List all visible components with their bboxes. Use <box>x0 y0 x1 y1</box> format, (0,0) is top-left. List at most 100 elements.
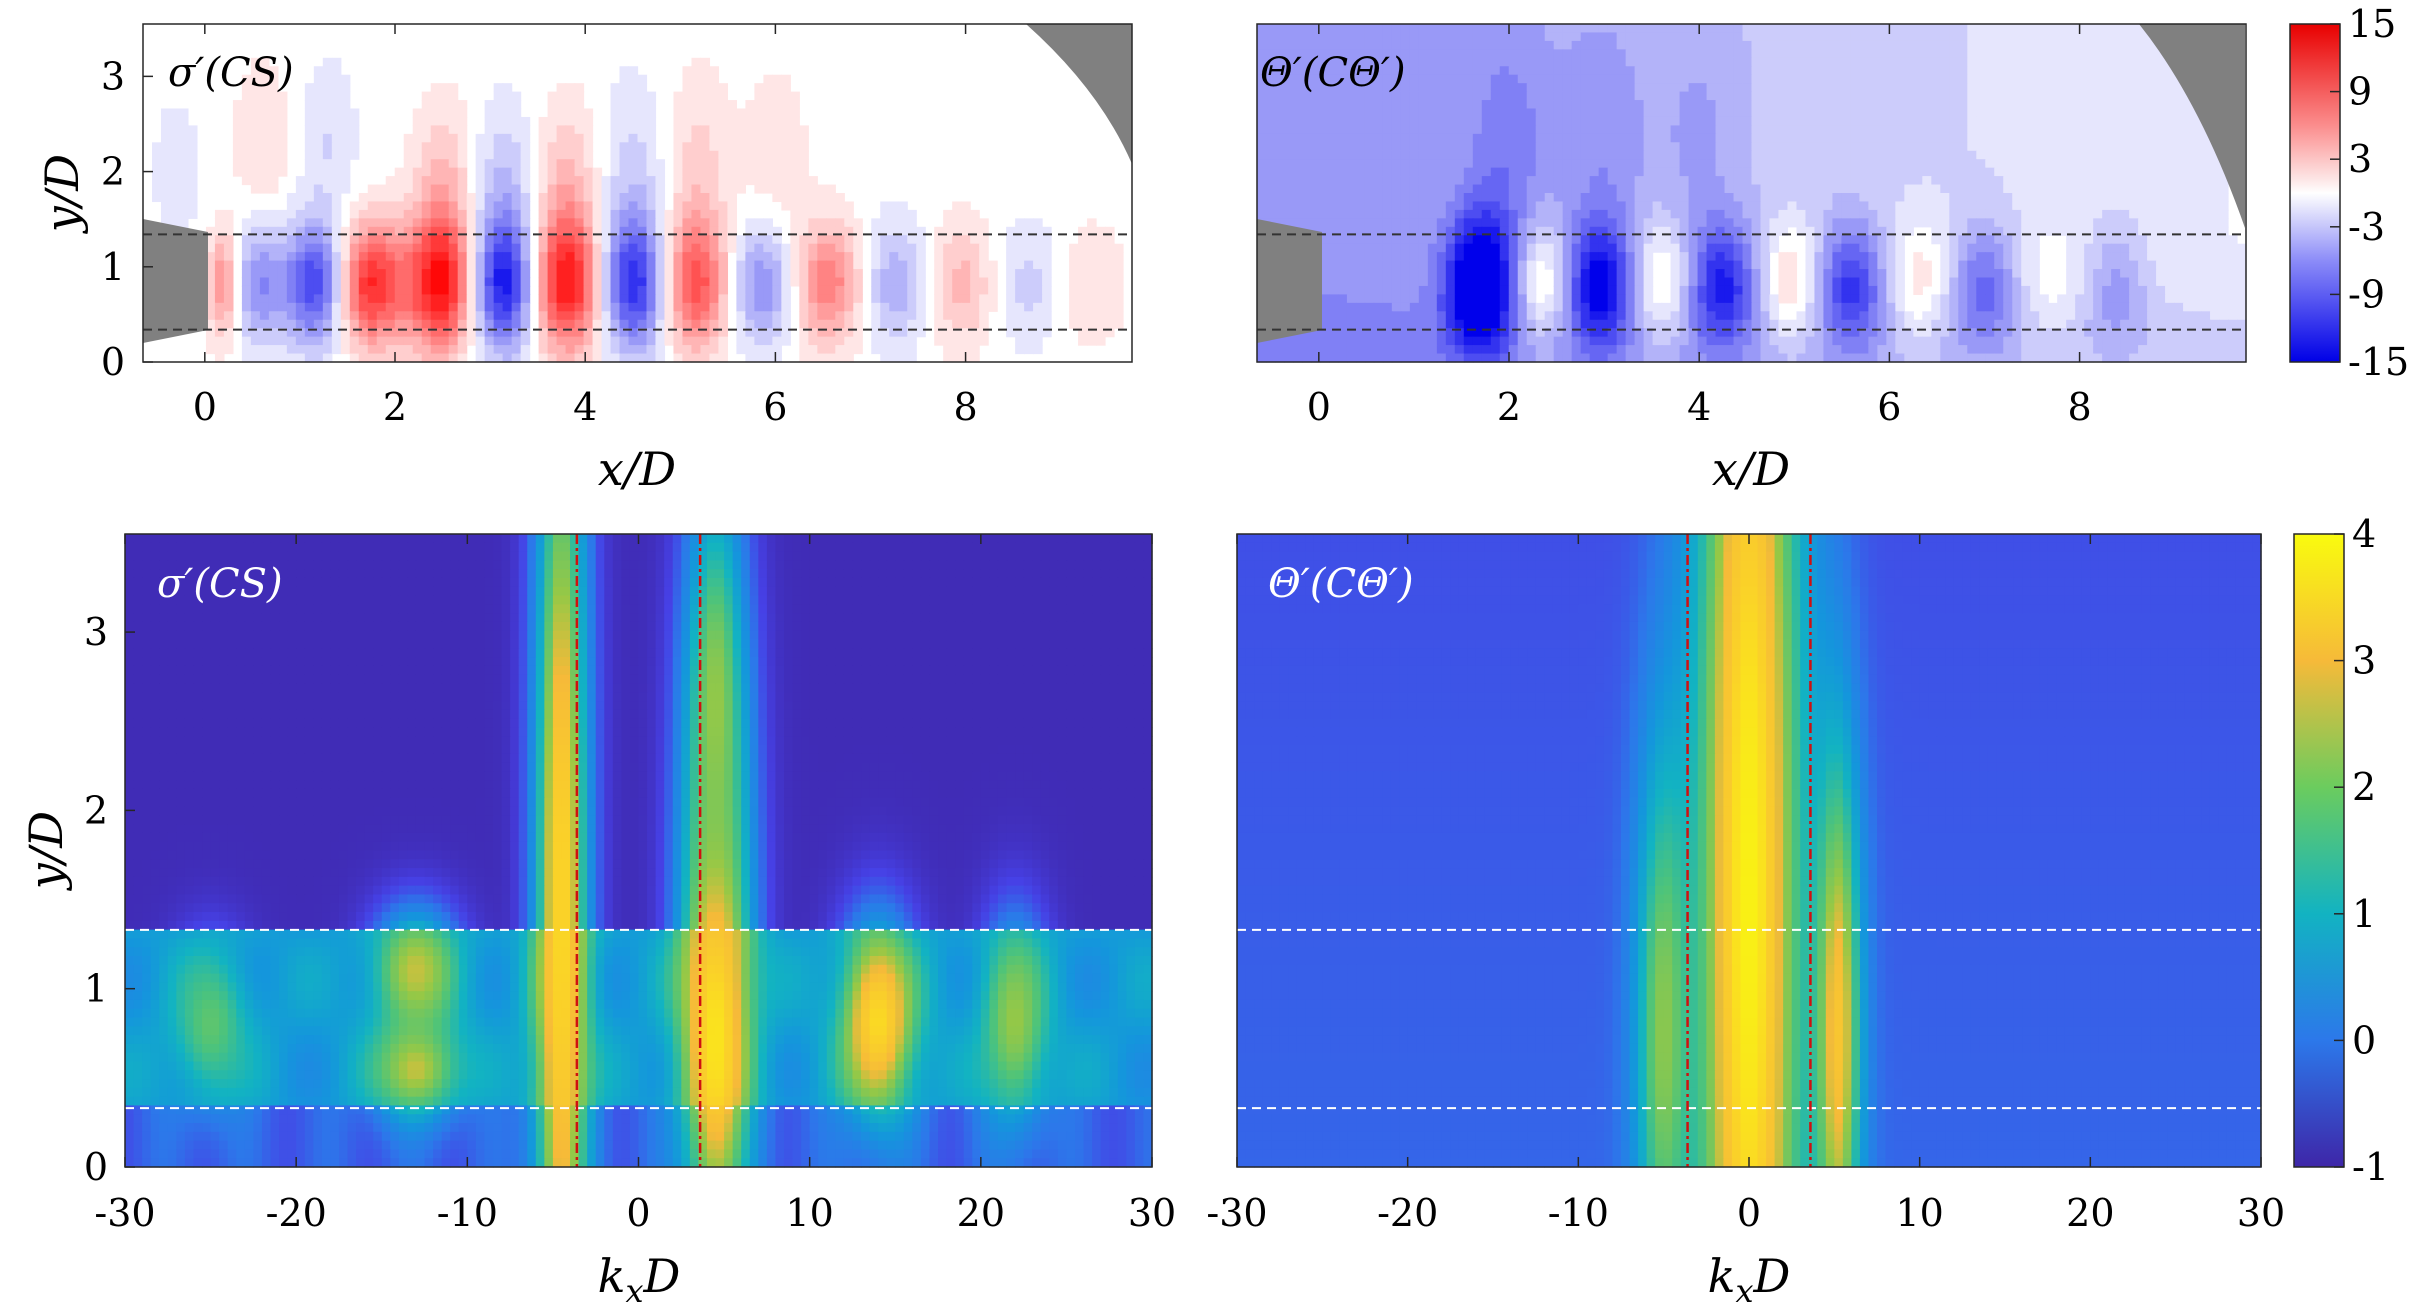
top-right-cell <box>1769 142 1780 152</box>
top-left-cell <box>565 100 576 110</box>
top-left-cell <box>871 269 881 279</box>
top-left-cell <box>790 167 800 177</box>
top-left-cell <box>835 311 845 321</box>
top-left-cell <box>610 184 621 194</box>
top-left-cell <box>268 133 279 143</box>
top-right-cell <box>1895 83 1905 93</box>
top-left-cell <box>781 252 791 262</box>
top-left-cell <box>673 243 684 253</box>
top-right-cell <box>1706 159 1717 169</box>
top-left-cell <box>520 176 531 186</box>
top-left-cell <box>691 66 702 76</box>
top-right-cell <box>2120 116 2130 126</box>
top-left-cell <box>358 201 369 211</box>
top-left-cell <box>754 311 764 321</box>
top-right-cell <box>1257 83 1267 93</box>
top-left-cell <box>835 319 845 329</box>
top-left-cell <box>673 285 684 295</box>
top-right-cell <box>1445 49 1456 59</box>
top-right-cell <box>1634 218 1645 228</box>
top-right-cell <box>1625 40 1636 50</box>
top-right-cell <box>1517 66 1528 76</box>
top-left-cell <box>385 353 396 363</box>
top-left-cell <box>916 302 926 312</box>
top-right-cell <box>1643 66 1654 76</box>
top-left-cell <box>673 311 684 321</box>
top-left-cell <box>754 176 764 186</box>
top-left-cell <box>268 277 279 287</box>
top-left-cell <box>889 260 899 270</box>
top-right-cell <box>1391 133 1402 143</box>
top-right-cell <box>2165 125 2175 135</box>
top-right-cell <box>1481 209 1492 219</box>
top-right-cell <box>1607 32 1618 42</box>
top-right-cell <box>1769 176 1780 186</box>
top-left-cell <box>286 345 297 355</box>
top-right-cell <box>1904 91 1914 101</box>
top-right-cell <box>1805 125 1816 135</box>
top-left-cell <box>682 66 693 76</box>
top-right-cell <box>1814 57 1825 67</box>
top-right-cell <box>1490 24 1501 34</box>
top-left-cell <box>340 125 351 135</box>
top-left-cell <box>637 83 648 93</box>
top-right-cell <box>1463 32 1474 42</box>
top-left-cell <box>664 209 675 219</box>
top-right-cell <box>2039 40 2049 50</box>
top-left-cell <box>349 345 360 355</box>
top-right-cell <box>1949 184 1959 194</box>
top-left-cell <box>277 285 288 295</box>
top-right-cell <box>1967 116 1977 126</box>
top-left-cell <box>403 133 414 143</box>
top-left-cell <box>331 243 342 253</box>
top-right-cell <box>1652 201 1663 211</box>
top-left-cell <box>268 252 279 262</box>
top-right-cell <box>1643 116 1654 126</box>
top-left-cell <box>745 336 755 346</box>
top-right-cell <box>1895 167 1905 177</box>
top-right-cell <box>1634 57 1645 67</box>
top-right-cell <box>1257 57 1267 67</box>
top-left-cell <box>655 167 666 177</box>
top-left-cell <box>475 193 486 203</box>
top-left-cell <box>907 353 917 363</box>
top-left-cell <box>385 302 396 312</box>
top-left-cell <box>457 184 468 194</box>
top-left-cell <box>430 125 441 135</box>
top-left-cell <box>349 353 360 363</box>
top-right-cell <box>1985 40 1995 50</box>
top-left-cell <box>628 66 639 76</box>
top-right-cell <box>2030 100 2040 110</box>
top-right-cell <box>2003 209 2013 219</box>
top-right-cell <box>1904 184 1914 194</box>
top-right-cell <box>1958 142 1968 152</box>
top-right-cell <box>1409 83 1420 93</box>
top-left-cell <box>943 277 953 287</box>
top-right-cell <box>2111 167 2121 177</box>
top-right-cell <box>1958 108 1968 118</box>
top-right-cell <box>1382 100 1393 110</box>
top-right-cell <box>2174 116 2184 126</box>
top-left-cell <box>727 133 737 143</box>
top-left-cell <box>844 243 854 253</box>
top-left-cell <box>844 302 854 312</box>
top-left-cell <box>655 226 666 236</box>
top-right-cell <box>1292 218 1303 228</box>
top-left-cell <box>754 91 764 101</box>
top-left-cell <box>781 159 791 169</box>
top-left-cell <box>457 226 468 236</box>
top-right-cell <box>1670 133 1681 143</box>
top-left-cell <box>259 167 270 177</box>
top-left-cell <box>889 302 899 312</box>
top-left-cell <box>970 319 980 329</box>
top-left-cell <box>961 311 971 321</box>
top-right-cell <box>1931 125 1941 135</box>
top-left-cell <box>781 193 791 203</box>
top-left-cell <box>583 193 594 203</box>
top-left-cell <box>313 294 324 304</box>
top-right-cell <box>1436 167 1447 177</box>
top-right-cell <box>1544 193 1555 203</box>
top-right-cell <box>1301 142 1312 152</box>
top-left-cell <box>511 209 522 219</box>
top-left-cell <box>385 260 396 270</box>
